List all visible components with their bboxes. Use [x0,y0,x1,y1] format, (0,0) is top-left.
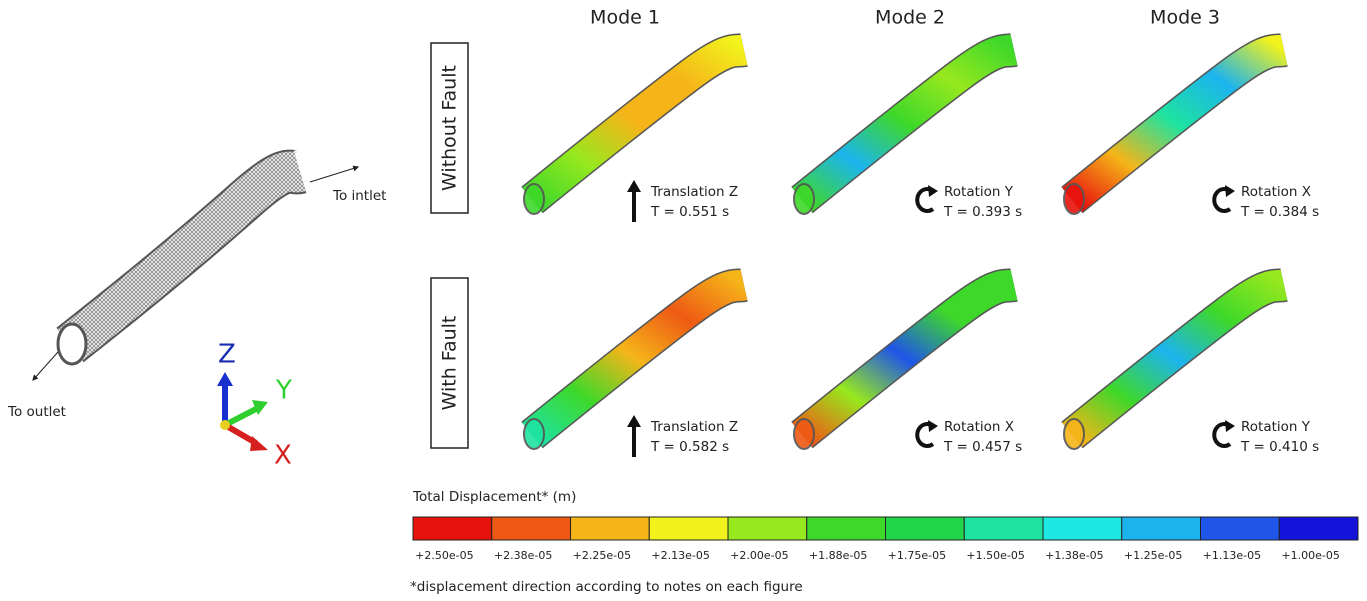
motion-label: Rotation X [1241,184,1311,200]
motion-label: Rotation Y [1241,419,1311,435]
period-label: T = 0.384 s [1240,204,1319,220]
z-head [217,372,233,386]
pipe [532,285,744,435]
legend-label: +1.25e-05 [1124,549,1182,562]
row-label: Without Fault [439,65,461,191]
mesh-pipe [70,172,300,345]
outlet-label: To outlet [7,404,66,420]
legend-label: +2.50e-05 [415,549,473,562]
footnote: *displacement direction according to not… [410,579,803,595]
column-header: Mode 2 [875,7,945,29]
x-axis [225,425,256,443]
column-header: Mode 1 [590,7,660,29]
legend-swatch [964,517,1043,540]
legend-swatch [571,517,650,540]
motion-label: Translation Z [650,419,738,435]
outlet-arrow [33,352,58,380]
column-header: Mode 3 [1150,7,1220,29]
legend-title: Total Displacement* (m) [412,489,576,505]
legend-swatch [1043,517,1122,540]
legend-label: +2.25e-05 [573,549,631,562]
icon-head [627,415,641,427]
legend-label: +2.13e-05 [651,549,709,562]
pipe-end [1064,184,1084,214]
period-label: T = 0.551 s [650,204,729,220]
origin [220,420,230,430]
icon-head [1225,420,1235,432]
legend-swatch [492,517,571,540]
pipe-end [794,419,814,449]
pipe [1072,285,1284,435]
icon-head [928,185,938,197]
legend-label: +2.38e-05 [494,549,552,562]
pipe [532,50,744,200]
period-label: T = 0.582 s [650,439,729,455]
x-label: X [274,441,292,471]
icon-head [627,180,641,192]
inlet-label: To intlet [332,188,386,204]
figure: To intlet To outlet Z Y X Total Displace… [0,0,1367,601]
pipe-end [794,184,814,214]
inlet-arrow [310,167,358,182]
motion-label: Rotation X [944,419,1014,435]
legend-swatch [1201,517,1280,540]
legend-swatch [413,517,492,540]
legend-swatch [728,517,807,540]
period-label: T = 0.457 s [943,439,1022,455]
legend-label: +1.50e-05 [966,549,1024,562]
row-label-box: Without Fault [431,43,468,213]
period-label: T = 0.393 s [943,204,1022,220]
legend-label: +1.75e-05 [888,549,946,562]
pipe [1072,50,1284,200]
y-label: Y [275,376,292,406]
y-axis [225,408,258,425]
legend-label: +1.38e-05 [1045,549,1103,562]
legend-swatch [1122,517,1201,540]
pipe-end [1064,419,1084,449]
row-label-box: With Fault [431,278,468,448]
x-head [250,436,268,451]
pipe [802,285,1014,435]
legend-swatch [807,517,886,540]
legend-swatch [886,517,965,540]
z-label: Z [218,340,236,370]
legend-label: +1.13e-05 [1203,549,1261,562]
motion-label: Rotation Y [944,184,1014,200]
legend-label: +1.88e-05 [809,549,867,562]
motion-label: Translation Z [650,184,738,200]
legend-swatch [1279,517,1358,540]
pipe-end [524,184,544,214]
icon-head [1225,185,1235,197]
pipe-end [524,419,544,449]
row-label: With Fault [439,316,461,411]
legend-label: +1.00e-05 [1281,549,1339,562]
legend-swatch [649,517,728,540]
period-label: T = 0.410 s [1240,439,1319,455]
pipe-end [58,324,86,364]
icon-head [928,420,938,432]
legend-label: +2.00e-05 [730,549,788,562]
pipe [802,50,1014,200]
